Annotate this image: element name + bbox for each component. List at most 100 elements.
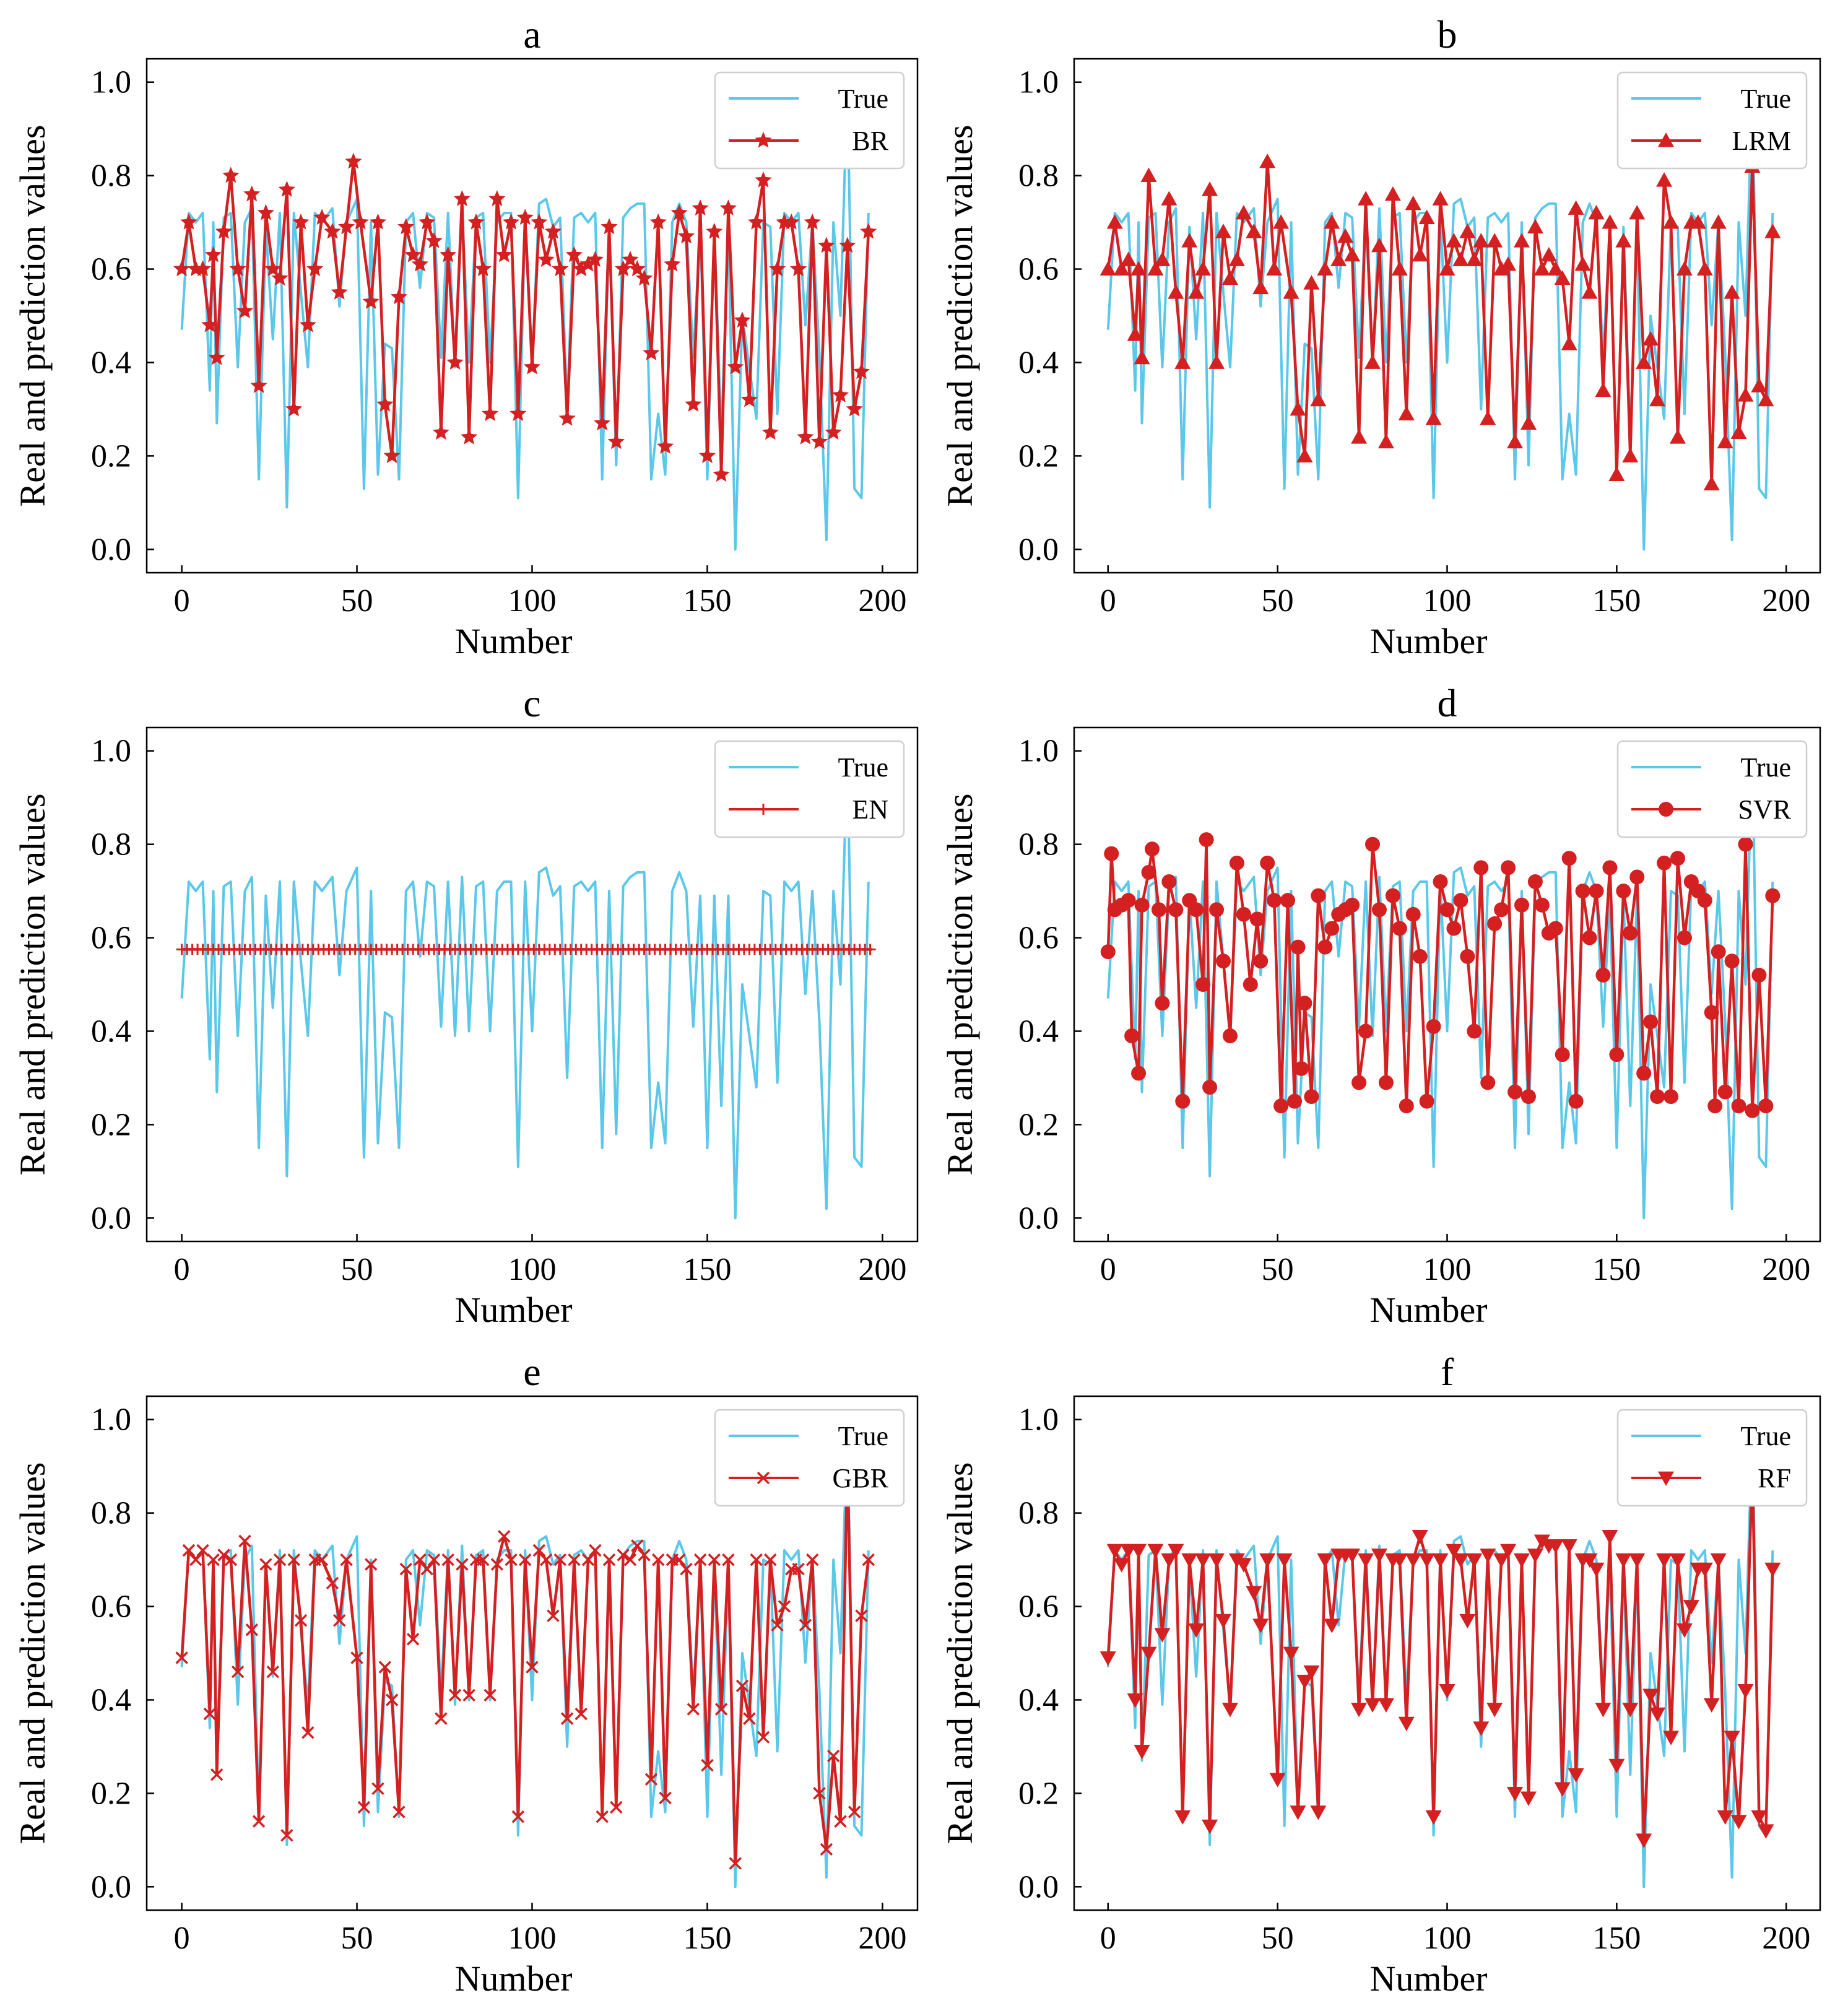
data-point (1540, 246, 1557, 262)
data-point (217, 1549, 230, 1562)
data-point (1636, 354, 1652, 369)
y-tick-label: 0.0 (91, 1201, 131, 1236)
data-point (1765, 888, 1781, 903)
x-tick-label: 200 (858, 1921, 906, 1956)
data-point (792, 1562, 805, 1576)
data-point (1405, 195, 1421, 211)
data-point (1235, 205, 1252, 220)
data-point (1533, 1534, 1550, 1549)
x-tick-label: 100 (508, 1252, 557, 1287)
data-point (635, 269, 653, 286)
data-point (1623, 926, 1638, 941)
data-point (672, 1553, 686, 1566)
x-axis-label: Number (1369, 1290, 1487, 1330)
data-point (278, 181, 295, 197)
data-point (526, 1661, 539, 1674)
x-tick-label: 50 (341, 1921, 373, 1956)
data-point (1514, 1553, 1530, 1568)
x-tick-label: 50 (1262, 583, 1294, 619)
y-tick-label: 1.0 (91, 734, 131, 769)
data-point (204, 246, 222, 263)
data-point (1425, 411, 1442, 425)
data-point (1751, 378, 1768, 393)
data-point (518, 1553, 532, 1566)
x-tick-label: 150 (683, 1252, 731, 1287)
data-point (207, 1553, 220, 1566)
x-tick-label: 50 (1262, 1921, 1294, 1956)
y-tick-label: 0.4 (1018, 1014, 1059, 1049)
data-point (477, 1553, 490, 1566)
data-point (306, 260, 324, 277)
data-point (364, 1558, 378, 1571)
data-point (264, 260, 282, 277)
y-tick-label: 0.8 (91, 1496, 131, 1531)
data-point (719, 199, 737, 216)
y-tick-label: 0.8 (1018, 827, 1059, 862)
data-point (537, 251, 555, 267)
data-point (238, 1534, 251, 1548)
data-point (462, 1688, 475, 1702)
data-point (713, 466, 730, 482)
data-point (1745, 1103, 1760, 1118)
panel-title: e (523, 1350, 540, 1394)
data-point (425, 232, 443, 248)
x-tick-label: 0 (174, 1252, 190, 1287)
data-point (1266, 261, 1283, 276)
data-point (399, 1562, 413, 1576)
y-tick-label: 0.0 (91, 1869, 131, 1905)
data-point (1724, 284, 1740, 299)
data-point (1236, 906, 1251, 922)
data-point (818, 237, 835, 253)
data-point (1724, 954, 1740, 969)
data-point (1317, 939, 1333, 955)
data-point (229, 260, 246, 277)
data-point (755, 171, 772, 188)
data-point (1486, 1703, 1503, 1718)
data-point (474, 260, 492, 277)
data-point (1168, 284, 1184, 299)
x-tick-label: 200 (858, 583, 906, 619)
data-point (453, 190, 471, 206)
data-point (266, 1665, 279, 1679)
legend-entry-true: True (1740, 1421, 1791, 1451)
data-point (692, 199, 709, 216)
data-point (461, 428, 478, 445)
data-point (1113, 1558, 1130, 1573)
data-point (1127, 326, 1143, 341)
data-point (1602, 860, 1618, 875)
series-br (173, 152, 877, 482)
data-point (1707, 1098, 1723, 1114)
data-point (313, 209, 331, 225)
data-point (757, 1731, 770, 1744)
data-point (539, 1553, 553, 1566)
data-point (628, 260, 646, 277)
data-point (1717, 1084, 1733, 1100)
data-point (196, 1544, 209, 1557)
data-point (1161, 874, 1177, 889)
data-point (1127, 1693, 1143, 1708)
data-point (1351, 1075, 1367, 1090)
y-axis-label: Real and prediction values (12, 125, 53, 507)
y-axis-label: Real and prediction values (940, 794, 980, 1176)
chart-panel-c: c 0 50 100 150 200 0.0 0.2 0.4 0.6 0.8 1.0 Number Rea… (12, 681, 919, 1330)
data-point (411, 255, 429, 272)
data-point (1140, 167, 1157, 183)
data-point (581, 1553, 595, 1566)
data-point (1595, 382, 1612, 398)
data-point (1561, 336, 1577, 350)
data-point (1405, 906, 1421, 922)
data-point (383, 447, 401, 463)
legend: True GBR (714, 1409, 905, 1507)
data-point (862, 1553, 875, 1566)
data-point (644, 1773, 658, 1786)
data-point (1391, 1553, 1408, 1568)
data-point (727, 358, 744, 375)
data-point (1260, 855, 1275, 871)
data-point (1608, 466, 1625, 481)
data-point (852, 363, 870, 380)
data-point (1669, 1553, 1686, 1568)
data-point (1534, 897, 1550, 913)
data-point (860, 222, 877, 239)
data-point (693, 1553, 707, 1566)
data-point (797, 428, 814, 445)
